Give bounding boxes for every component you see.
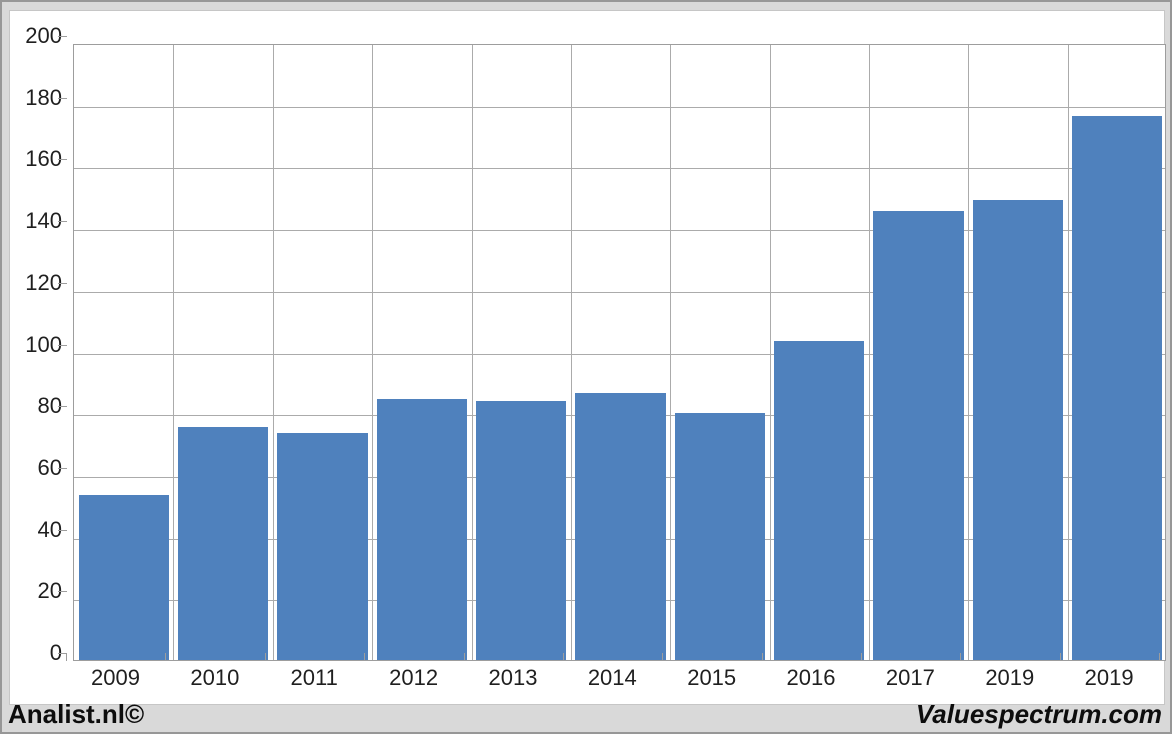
y-axis-tick	[58, 653, 67, 654]
gridline-vertical	[173, 45, 175, 660]
y-axis-tick	[58, 406, 67, 408]
gridline-vertical	[471, 45, 473, 660]
bar-2010-1	[177, 427, 269, 660]
chart-panel: 200 180 160 140 120 100 80 60 40 20 0 2009 2010 2011 2…	[9, 10, 1166, 705]
x-tick-label-2012-3: 2012	[389, 665, 439, 690]
gridline-vertical	[272, 45, 274, 660]
gridline-horizontal	[74, 353, 1165, 355]
y-axis-tick	[58, 36, 67, 37]
x-axis-tick	[960, 653, 962, 661]
gridline-horizontal	[74, 230, 1165, 232]
bar-2009-0	[78, 495, 169, 660]
gridline-horizontal	[74, 291, 1165, 293]
gridline-vertical	[570, 45, 572, 660]
bar-2012-3	[376, 399, 467, 660]
gridline-vertical	[868, 45, 870, 660]
bar-2014-5	[575, 393, 666, 660]
y-axis-tick	[58, 282, 67, 284]
bar-2019-9	[972, 200, 1064, 660]
analist-credit-label: Analist.nl©	[8, 699, 145, 729]
x-tick-label-2013-4: 2013	[488, 665, 538, 690]
x-axis-tick	[1159, 653, 1160, 661]
x-axis-tick	[165, 653, 167, 661]
x-tick-label-2017-8: 2017	[885, 665, 935, 690]
y-tick-label-200: 200	[25, 23, 62, 48]
footer-bar: Analist.nl© Valuespectrum.com	[2, 699, 1170, 732]
y-tick-label-40: 40	[37, 516, 62, 542]
valuespectrum-credit-label: Valuespectrum.com	[915, 699, 1162, 729]
x-tick-label-2019-10: 2019	[1084, 665, 1134, 690]
x-axis-tick	[364, 653, 366, 661]
y-axis-tick	[58, 529, 67, 531]
plot-area	[73, 44, 1166, 661]
bar-2017-8	[873, 211, 964, 660]
x-tick-label-2015-6: 2015	[687, 665, 737, 690]
y-axis-tick	[58, 591, 67, 593]
x-tick-label-2014-5: 2014	[587, 665, 637, 690]
x-axis-tick	[66, 653, 67, 661]
x-axis-tick	[463, 653, 465, 661]
bar-2013-4	[476, 400, 567, 660]
x-tick-label-2016-7: 2016	[786, 665, 836, 690]
x-axis-tick	[562, 653, 564, 661]
gridline-vertical	[670, 45, 672, 660]
y-tick-label-180: 180	[25, 84, 62, 110]
x-tick-label-2011-2: 2011	[290, 665, 338, 690]
x-axis-tick	[264, 653, 266, 661]
y-axis-tick	[58, 159, 67, 161]
y-tick-label-100: 100	[25, 331, 62, 357]
gridline-vertical	[372, 45, 374, 660]
y-axis-tick	[58, 221, 67, 223]
x-tick-label-2009-0: 2009	[91, 665, 140, 690]
bar-2016-7	[774, 340, 865, 660]
gridline-horizontal	[74, 168, 1165, 170]
y-tick-label-160: 160	[25, 146, 62, 172]
y-tick-label-140: 140	[25, 208, 62, 234]
x-axis-tick	[860, 653, 862, 661]
y-tick-label-0: 0	[49, 640, 62, 665]
bar-2015-6	[674, 413, 766, 660]
x-axis-tick	[761, 653, 763, 661]
gridline-vertical	[769, 45, 771, 660]
y-tick-label-80: 80	[37, 393, 62, 419]
y-tick-label-20: 20	[37, 578, 62, 604]
gridline-horizontal	[74, 106, 1165, 108]
x-axis-tick	[1059, 653, 1061, 661]
bar-2011-2	[277, 433, 368, 660]
bar-2019-10	[1072, 115, 1163, 660]
x-tick-label-2010-1: 2010	[190, 665, 240, 690]
gridline-vertical	[1067, 45, 1069, 660]
y-axis-tick	[58, 467, 67, 469]
y-axis-tick	[58, 344, 67, 346]
gridline-vertical	[968, 45, 970, 660]
y-tick-label-60: 60	[37, 454, 62, 480]
x-tick-label-2019-9: 2019	[985, 665, 1035, 690]
x-axis-tick	[662, 653, 664, 661]
y-tick-label-120: 120	[25, 269, 62, 295]
y-axis-tick	[58, 97, 67, 99]
